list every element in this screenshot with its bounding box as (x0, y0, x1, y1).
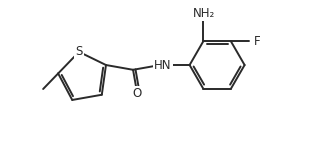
Text: NH₂: NH₂ (193, 7, 215, 20)
Text: S: S (75, 45, 83, 58)
Text: F: F (253, 35, 260, 48)
Text: O: O (132, 86, 142, 100)
Text: HN: HN (154, 59, 172, 71)
